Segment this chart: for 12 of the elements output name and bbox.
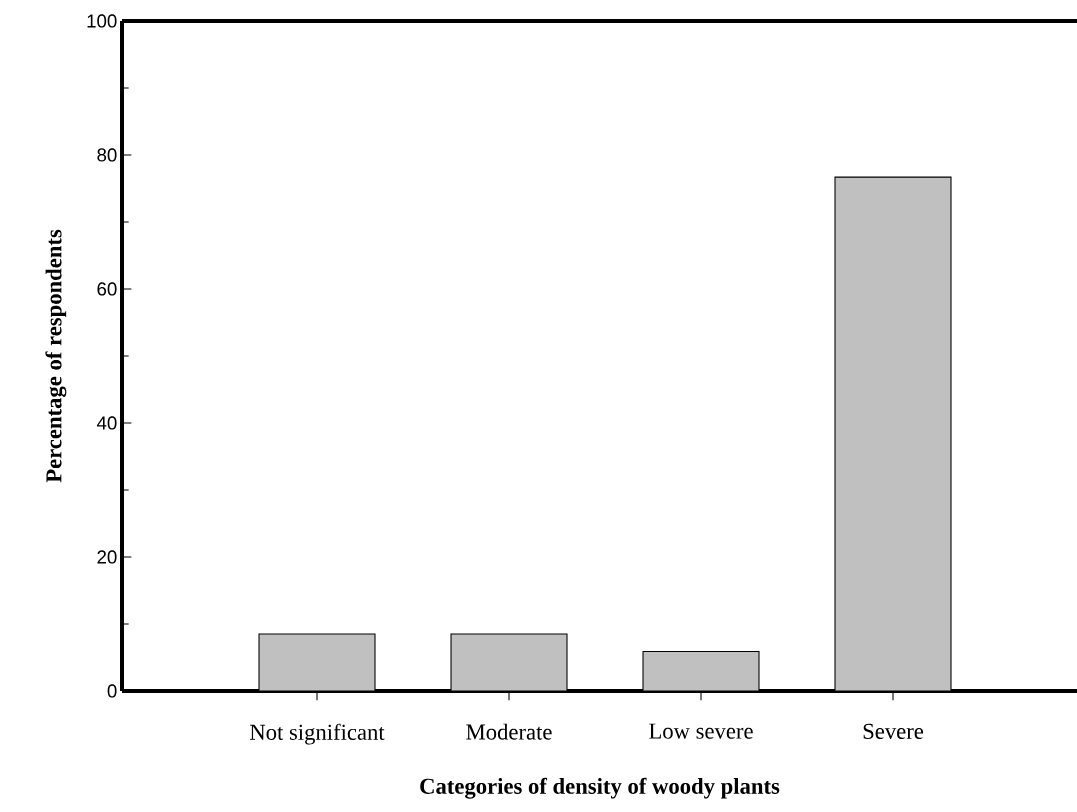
y-tick-label: 40 (96, 416, 117, 430)
x-tick-label: Low severe (649, 723, 753, 739)
y-tick-label: 60 (97, 282, 117, 296)
x-tick-label: Moderate (466, 723, 552, 740)
x-tick-label: Not significant (249, 723, 385, 745)
y-tick-label: 20 (97, 550, 117, 564)
y-tick-label: 80 (97, 148, 117, 162)
x-tick-label: Severe (863, 723, 924, 739)
y-tick-label: 0 (107, 684, 117, 698)
x-axis-title: Categories of density of woody plants (420, 777, 780, 799)
y-tick-label: 100 (87, 14, 117, 28)
y-axis-title: Percentage of respondents (45, 229, 67, 483)
